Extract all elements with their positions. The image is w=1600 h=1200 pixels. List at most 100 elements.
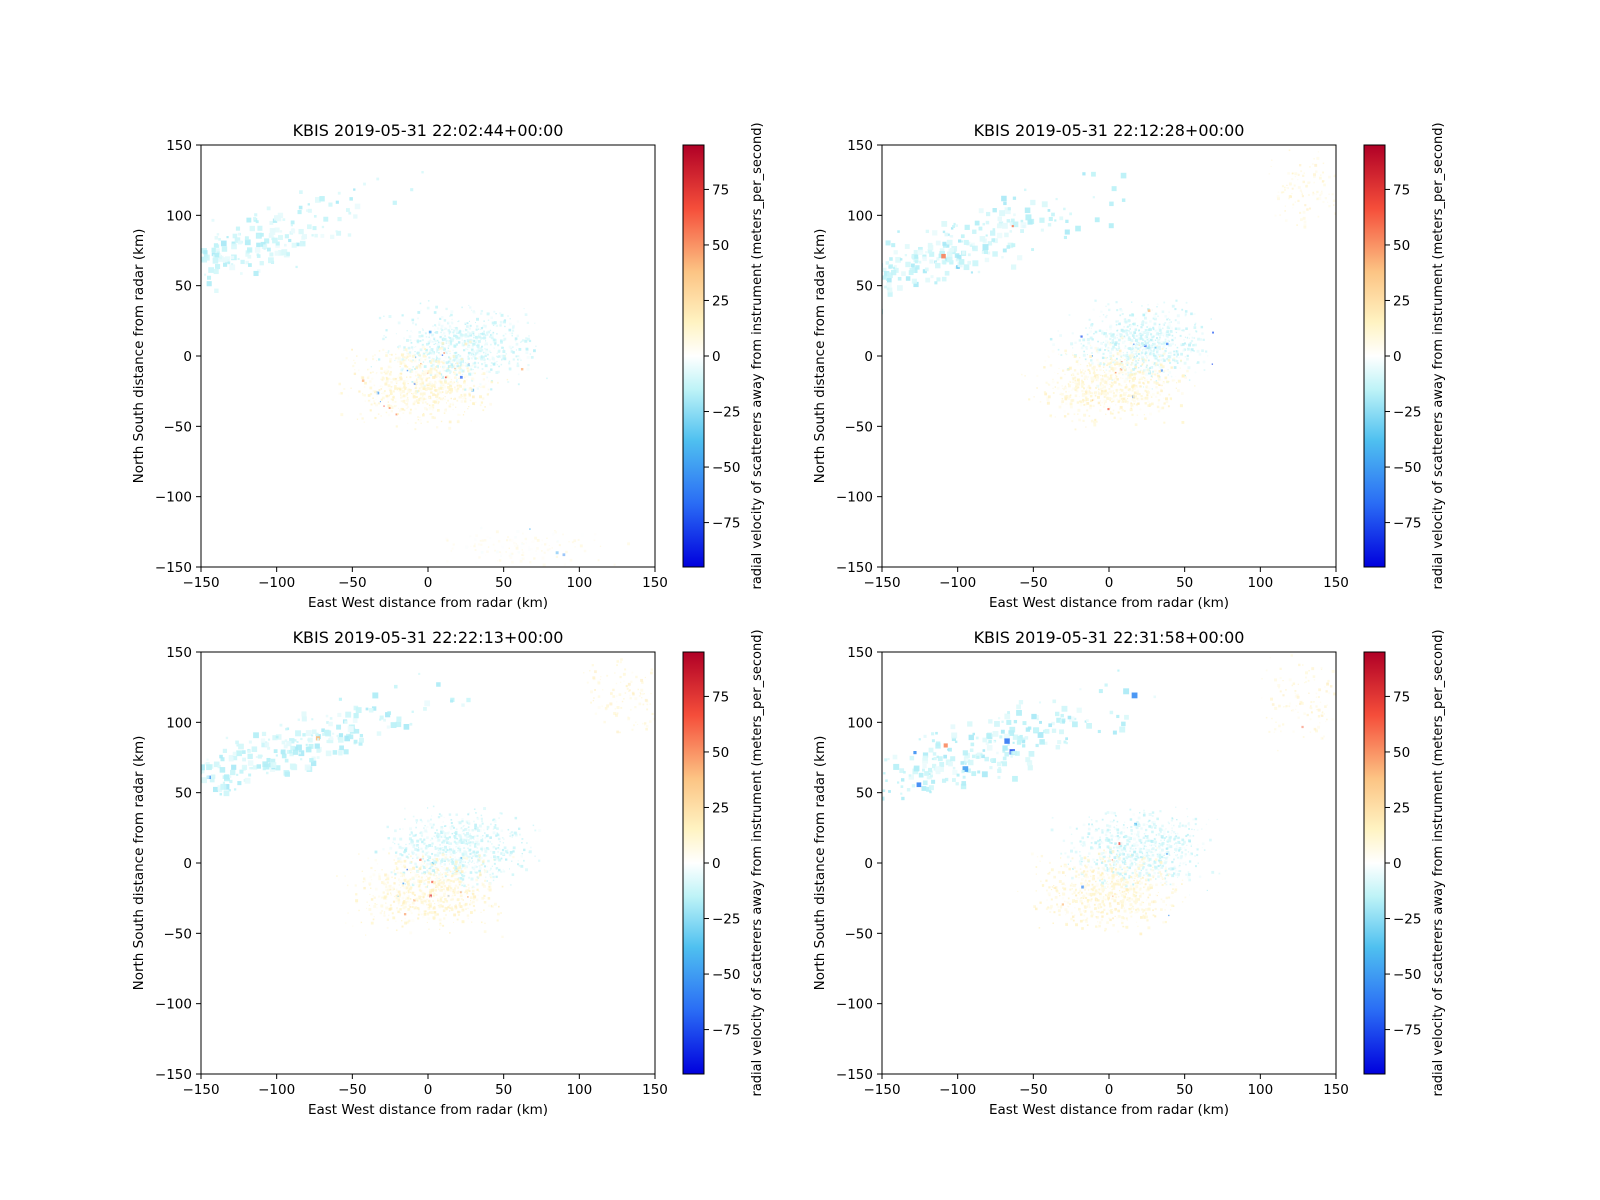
echo-cell [1164,349,1167,353]
echo-cell [284,771,290,777]
echo-cell [1157,315,1159,317]
echo-cell [424,901,427,904]
echo-cell [315,732,319,737]
echo-cell [1152,351,1155,354]
echo-cell [236,773,239,776]
y-tick-label: 0 [183,349,192,365]
echo-cell [1149,405,1151,407]
echo-cell [511,329,515,332]
echo-cell [1167,339,1170,342]
echo-cell [407,900,411,904]
echo-cell [1115,361,1119,365]
echo-cell [1170,354,1173,357]
echo-cell [1061,385,1063,387]
echo-cell [593,533,597,536]
echo-cell [1106,405,1109,408]
echo-cell [340,413,344,417]
echo-cell [1118,334,1121,337]
echo-cell [1334,212,1336,215]
echo-cell [461,852,465,856]
echo-cell [435,347,438,350]
echo-cell [289,763,296,770]
echo-cell [403,359,406,362]
echo-cell [1202,360,1206,364]
echo-cell [447,385,450,389]
echo-cell [1167,333,1171,337]
echo-cell [495,834,498,837]
echo-cell [257,754,262,759]
echo-cell [476,847,479,849]
echo-cell [1138,393,1141,396]
echo-cell [513,541,516,545]
echo-cell [1163,402,1166,405]
echo-cell [446,841,449,844]
echo-cell [426,845,430,848]
echo-cell [410,912,413,915]
echo-cell [1120,356,1122,358]
echo-cell [398,387,402,391]
echo-cell [942,230,946,234]
echo-cell [979,236,986,242]
echo-cell [1148,324,1150,326]
echo-cell [212,258,219,264]
echo-cell [1140,333,1143,335]
echo-cell [368,708,374,713]
echo-cell [1141,362,1144,365]
echo-cell [1117,342,1120,345]
echo-cell [329,736,334,741]
echo-cell [972,245,978,252]
echo-cell [452,880,455,883]
echo-cell [483,807,487,811]
echo-cell [467,826,470,828]
echo-cell [194,778,198,782]
echo-cell [1141,344,1144,346]
echo-cell [1030,199,1036,206]
echo-cell [477,336,479,338]
echo-cell [1074,394,1078,398]
echo-cell [427,352,430,355]
echo-cell [986,211,991,217]
echo-cell [555,555,559,558]
echo-cell [490,336,494,340]
echo-cell [513,544,517,547]
echo-cell [330,234,335,239]
echo-cell [445,375,449,379]
echo-cell [434,386,436,389]
echo-cell [443,319,447,322]
echo-cell [1090,395,1093,398]
echo-cell [1143,382,1145,385]
echo-cell [1147,391,1151,394]
echo-cell [462,368,464,370]
echo-cell [478,340,481,343]
echo-cell [472,362,475,365]
echo-cell [454,831,458,834]
echo-cell [239,769,244,774]
echo-cell [485,326,487,329]
echo-cell [346,884,349,887]
echo-cell [500,555,502,557]
echo-cell [499,320,503,324]
echo-cell [430,894,434,898]
echo-cell [371,355,374,358]
echo-cell [454,371,457,373]
echo-cell [458,883,461,886]
echo-cell [446,560,449,563]
echo-cell [1089,404,1092,408]
echo-cell [1136,355,1138,357]
echo-cell [1127,401,1129,404]
echo-cell [422,397,426,401]
echo-cell [1162,370,1165,373]
echo-cell [1070,374,1073,376]
echo-cell [447,376,451,379]
echo-cell [477,348,481,351]
echo-cell [412,393,414,395]
echo-cell [402,380,406,383]
echo-cell [413,899,416,902]
echo-cell [1059,376,1063,380]
echo-cell [1089,330,1092,333]
echo-cell [1005,208,1011,215]
echo-cell [167,269,170,272]
echo-cell [477,357,480,360]
echo-cell [1079,400,1083,404]
echo-cell [412,391,416,395]
